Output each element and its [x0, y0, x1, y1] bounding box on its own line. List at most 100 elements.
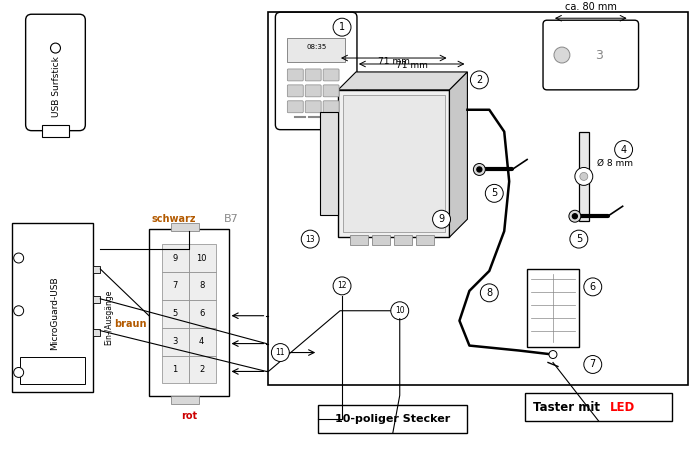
Bar: [338, 90, 449, 237]
FancyBboxPatch shape: [287, 101, 303, 113]
Text: MicroGuard-USB: MicroGuard-USB: [50, 276, 59, 350]
Text: 13: 13: [305, 235, 315, 244]
Bar: [189, 300, 216, 328]
Circle shape: [14, 306, 24, 316]
Bar: [287, 38, 345, 62]
FancyBboxPatch shape: [323, 85, 339, 97]
Text: rot: rot: [181, 411, 197, 421]
Circle shape: [14, 368, 24, 377]
Text: 4: 4: [621, 145, 626, 155]
Circle shape: [485, 185, 503, 202]
Text: 12: 12: [337, 281, 346, 291]
Text: 8: 8: [199, 281, 204, 291]
Text: 1: 1: [339, 22, 345, 32]
Bar: [20, 357, 85, 384]
Bar: [525, 393, 673, 421]
Bar: [189, 328, 216, 356]
Circle shape: [573, 214, 577, 218]
Bar: [93, 329, 100, 336]
FancyBboxPatch shape: [275, 12, 357, 129]
Bar: [162, 328, 189, 356]
Bar: [394, 235, 412, 245]
Bar: [268, 12, 688, 386]
Text: 2: 2: [476, 75, 482, 85]
Text: 3: 3: [172, 337, 178, 346]
Polygon shape: [320, 112, 338, 215]
FancyBboxPatch shape: [323, 101, 339, 113]
Text: 10: 10: [395, 306, 405, 315]
Circle shape: [333, 18, 351, 36]
Text: schwarz: schwarz: [151, 214, 195, 224]
Text: 10: 10: [197, 253, 207, 263]
Text: 71 mm: 71 mm: [395, 61, 428, 70]
Circle shape: [580, 173, 588, 180]
Circle shape: [570, 230, 588, 248]
FancyBboxPatch shape: [287, 69, 303, 81]
Text: 6: 6: [199, 309, 204, 318]
Text: Ø 8 mm: Ø 8 mm: [597, 159, 633, 168]
Text: 11: 11: [276, 348, 285, 357]
Circle shape: [50, 43, 60, 53]
Bar: [527, 269, 579, 347]
Circle shape: [615, 140, 633, 158]
Circle shape: [477, 167, 482, 172]
Text: braun: braun: [115, 319, 147, 329]
Text: 71 mm: 71 mm: [378, 57, 409, 66]
Bar: [162, 244, 189, 272]
Bar: [372, 235, 390, 245]
Bar: [350, 235, 368, 245]
FancyBboxPatch shape: [287, 85, 303, 97]
Bar: [343, 95, 444, 232]
Circle shape: [473, 163, 485, 175]
Bar: [162, 272, 189, 300]
FancyBboxPatch shape: [26, 14, 85, 131]
Text: 08:35: 08:35: [306, 44, 326, 50]
Circle shape: [333, 277, 351, 295]
Text: 9: 9: [438, 214, 444, 224]
FancyBboxPatch shape: [305, 69, 321, 81]
Bar: [41, 125, 69, 137]
Bar: [189, 272, 216, 300]
FancyBboxPatch shape: [305, 85, 321, 97]
Circle shape: [554, 47, 570, 63]
Text: USB Surfstick: USB Surfstick: [52, 56, 61, 118]
Bar: [12, 223, 93, 392]
Circle shape: [569, 210, 581, 222]
Text: 9: 9: [172, 253, 178, 263]
Circle shape: [301, 230, 319, 248]
Text: Ein-/Ausgänge: Ein-/Ausgänge: [105, 290, 113, 346]
Text: 5: 5: [575, 234, 582, 244]
FancyBboxPatch shape: [305, 101, 321, 113]
Bar: [93, 296, 100, 303]
Text: LED: LED: [610, 401, 635, 414]
Polygon shape: [579, 132, 589, 221]
Text: 10-poliger Stecker: 10-poliger Stecker: [335, 414, 450, 424]
Text: 4: 4: [199, 337, 204, 346]
Text: Taster mit: Taster mit: [533, 401, 604, 414]
Text: 7: 7: [172, 281, 178, 291]
Text: 6: 6: [589, 282, 596, 292]
Bar: [189, 356, 216, 383]
Text: 2: 2: [199, 365, 204, 374]
Bar: [149, 229, 229, 396]
FancyBboxPatch shape: [543, 20, 638, 90]
Bar: [318, 405, 468, 433]
Circle shape: [272, 344, 289, 362]
Text: 3: 3: [595, 49, 603, 62]
Bar: [171, 223, 199, 231]
Text: ca. 80 mm: ca. 80 mm: [565, 2, 617, 12]
Text: 7: 7: [589, 359, 596, 369]
Polygon shape: [449, 72, 468, 237]
Circle shape: [470, 71, 489, 89]
Text: B7: B7: [223, 214, 239, 224]
Text: 8: 8: [486, 288, 492, 298]
Circle shape: [575, 168, 593, 185]
Circle shape: [391, 302, 409, 320]
Bar: [93, 266, 100, 273]
Bar: [162, 300, 189, 328]
Bar: [416, 235, 433, 245]
FancyBboxPatch shape: [323, 69, 339, 81]
Circle shape: [433, 210, 451, 228]
Bar: [189, 244, 216, 272]
Circle shape: [480, 284, 498, 302]
